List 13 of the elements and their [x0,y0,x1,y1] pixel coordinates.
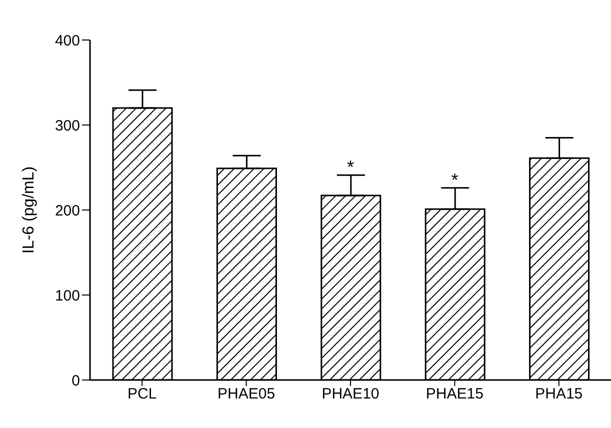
y-tick-label: 400 [54,32,80,50]
y-tick-label: 200 [54,202,80,220]
annotation: * [346,157,354,178]
y-tick-label: 100 [54,287,80,304]
annotation: * [451,170,458,190]
x-tick-label: PHAE15 [426,386,484,403]
x-tick-label: PCL [128,386,157,403]
x-tick-label: PHAE10 [322,386,380,403]
y-tick-label: 0 [72,372,80,390]
x-tick-label: PHA15 [535,386,583,403]
y-axis-title: IL-6 (pg/mL) [20,166,38,254]
x-tick-label: PHAE05 [218,386,276,403]
y-tick-label: 300 [54,117,80,134]
